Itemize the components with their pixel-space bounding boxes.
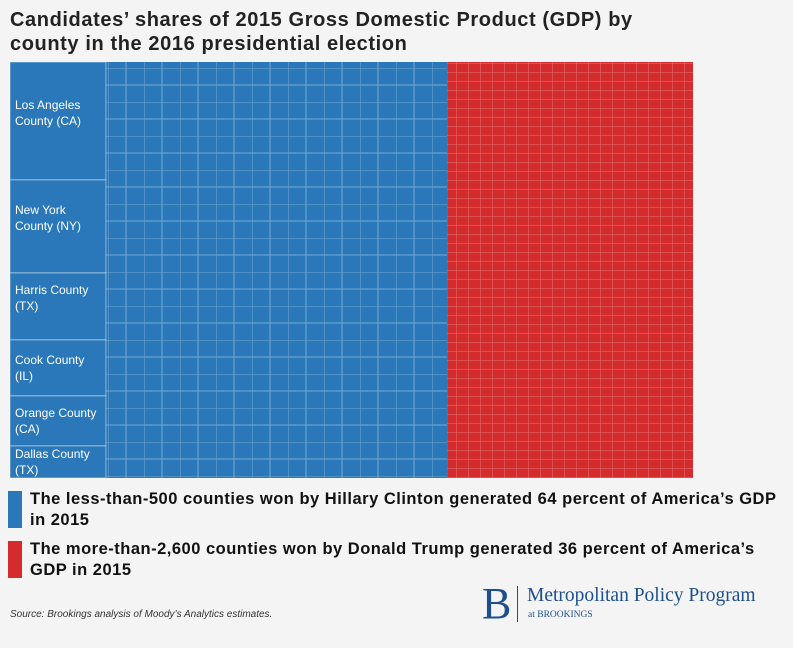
county-cell	[9, 179, 107, 274]
county-label: Cook County (IL)	[15, 352, 85, 383]
texture	[447, 62, 693, 478]
legend-label: The less-than-500 counties won by Hillar…	[30, 490, 777, 529]
texture	[105, 62, 448, 478]
county-label: Dallas County (TX)	[15, 447, 90, 477]
county-cell	[9, 445, 107, 479]
logo-letter: B	[482, 579, 512, 628]
chart-title: Candidates’ shares of 2015 Gross Domesti…	[10, 9, 633, 55]
county-cell	[9, 395, 107, 447]
county-label: Orange County (CA)	[15, 405, 97, 436]
legend-swatch	[8, 541, 22, 578]
source-note: Source: Brookings analysis of Moody’s An…	[10, 609, 273, 620]
logo-divider	[517, 586, 518, 622]
county-label: Harris County (TX)	[15, 283, 89, 314]
logo-program: Metropolitan Policy Program	[527, 585, 756, 606]
county-cell	[9, 61, 107, 181]
legend-label: The more-than-2,600 counties won by Dona…	[30, 540, 755, 579]
county-label: New York County (NY)	[15, 203, 82, 234]
logo-org: at BROOKINGS	[528, 610, 593, 620]
county-label: Los Angeles County (CA)	[15, 97, 82, 128]
county-cell	[9, 272, 107, 341]
legend-swatch	[8, 491, 22, 528]
